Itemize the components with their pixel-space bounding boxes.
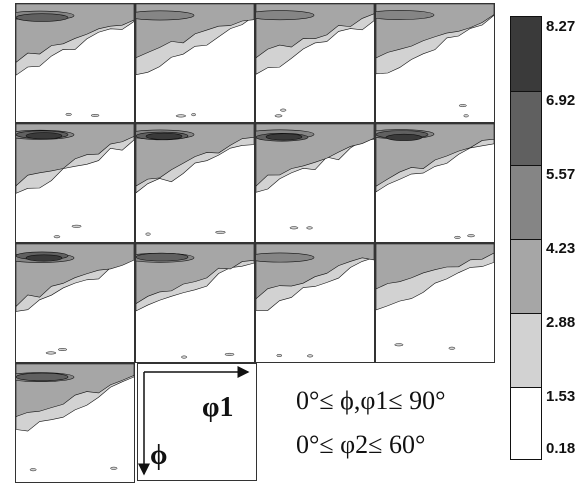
colorbar-tick-label: 4.23 (546, 240, 576, 257)
panel-contours (16, 124, 134, 239)
contour-island (289, 226, 299, 230)
contour-island (458, 104, 467, 108)
contour-island (175, 114, 187, 118)
contour-island (53, 235, 61, 239)
odf-section-panel (135, 3, 255, 123)
odf-section-panel (15, 3, 135, 123)
contour-island (45, 351, 57, 355)
odf-section-panel (375, 3, 495, 123)
contour-band (16, 13, 69, 22)
contour-band (256, 10, 315, 21)
odf-section-panel (15, 243, 135, 363)
panel-contours (376, 124, 494, 239)
odf-section-panel (15, 123, 135, 243)
panel-contours (136, 4, 254, 118)
panel-contours (256, 244, 374, 358)
panel-contours (136, 124, 254, 236)
contour-island (224, 352, 235, 356)
colorbar-tick-label: 5.57 (546, 166, 576, 183)
contour-band (136, 10, 195, 21)
axes-arrows (138, 366, 250, 476)
contour-island (29, 468, 37, 472)
panel-contours (16, 4, 134, 117)
contour-island (306, 226, 313, 230)
odf-section-panel (135, 123, 255, 243)
panel-contours (16, 244, 134, 355)
contour-island (110, 466, 118, 470)
contour-island (394, 343, 404, 347)
contour-band (25, 254, 63, 262)
contour-island (145, 232, 151, 236)
axes-legend-panel: φ1 ϕ (137, 363, 257, 481)
phi-axis-label: ϕ (150, 440, 168, 471)
odf-section-panel (255, 243, 375, 363)
contour-island (463, 114, 469, 118)
panel-contours (16, 364, 134, 472)
contour-island (181, 355, 188, 359)
odf-section-panel (15, 363, 135, 483)
phi1-axis-label: φ1 (202, 392, 234, 423)
colorbar-band (511, 387, 541, 459)
colorbar-band (511, 17, 541, 91)
contour-island (276, 354, 283, 357)
odf-panel-grid (15, 3, 495, 483)
contour-island (467, 234, 475, 238)
contour-band (376, 244, 494, 290)
contour-island (215, 230, 226, 234)
panel-contours (256, 124, 374, 230)
angle-range-line-1: 0°≤ ϕ,φ1≤ 90° (296, 386, 446, 415)
colorbar-tick-label: 2.88 (546, 314, 576, 331)
contour-island (58, 348, 68, 352)
colorbar-tick-label: 8.27 (546, 18, 576, 35)
colorbar-band (511, 313, 541, 387)
panel-contours (376, 244, 494, 350)
contour-band (136, 252, 189, 262)
panel-contours (136, 244, 254, 359)
colorbar-tick-label: 0.18 (546, 440, 576, 457)
contour-island (65, 112, 72, 116)
odf-section-panel (255, 123, 375, 243)
colorbar-tick-label: 1.53 (546, 388, 576, 405)
contour-island (448, 346, 456, 350)
angle-range-line-2: 0°≤ φ2≤ 60° (296, 430, 426, 459)
contour-band (376, 10, 435, 20)
contour-island (90, 113, 100, 117)
odf-section-panel (255, 3, 375, 123)
odf-section-panel (375, 243, 495, 363)
panel-contours (376, 4, 494, 118)
colorbar-band (511, 165, 541, 239)
contour-band (265, 133, 303, 141)
contour-island (191, 113, 196, 117)
colorbar-band (511, 91, 541, 165)
contour-band (256, 252, 315, 263)
colorbar-band (511, 239, 541, 313)
contour-island (454, 235, 461, 239)
contour-island (71, 224, 82, 228)
colorbar-tick-label: 6.92 (546, 92, 576, 109)
contour-island (274, 114, 283, 118)
contour-band (25, 132, 63, 140)
contour-band (385, 133, 423, 141)
contour-island (307, 354, 314, 358)
contour-island (280, 108, 287, 112)
panel-contours (256, 4, 374, 118)
odf-section-panel (375, 123, 495, 243)
colorbar (510, 16, 542, 460)
contour-band (16, 372, 69, 382)
contour-band (145, 132, 183, 140)
odf-section-panel (135, 243, 255, 363)
